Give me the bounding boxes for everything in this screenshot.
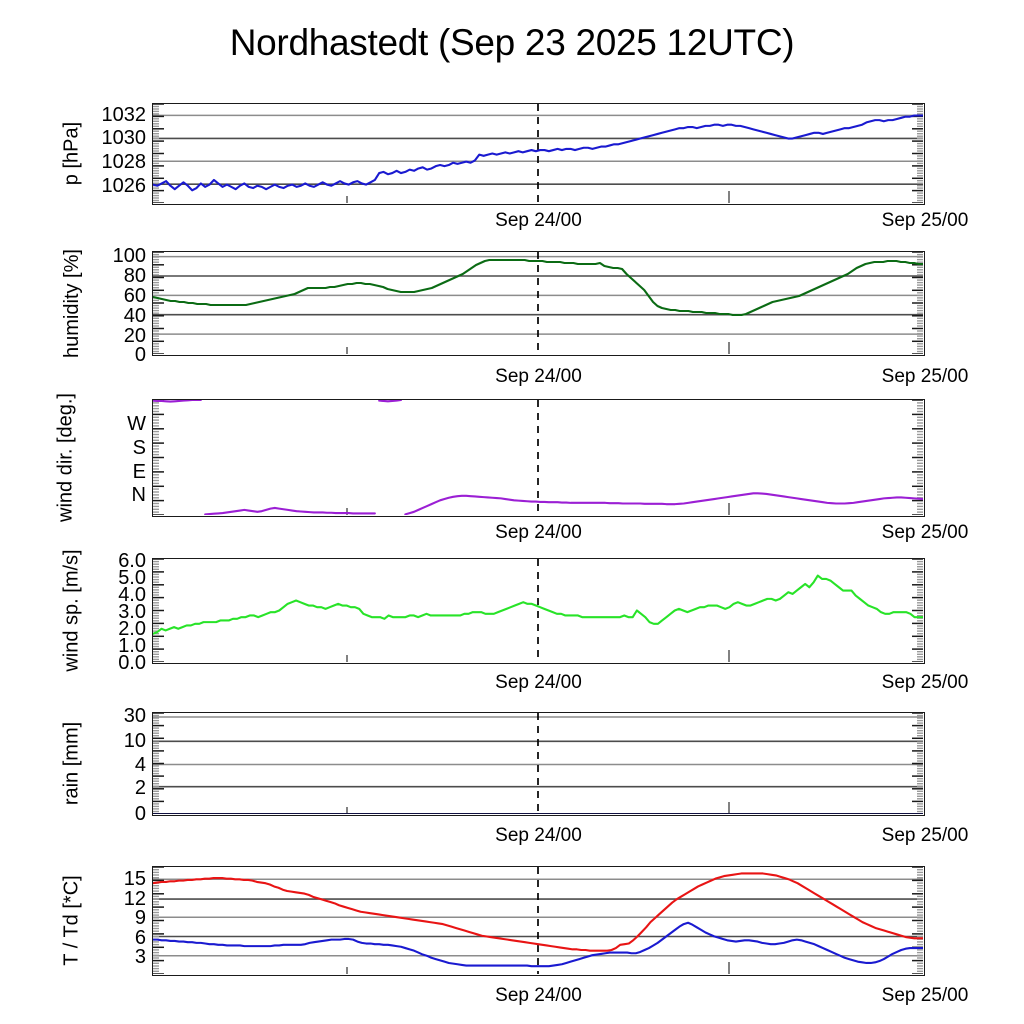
y-ticklabels-rain: 30 10 4 2 0 bbox=[88, 706, 146, 824]
y-axis-label-winddir: wind dir. [deg.] bbox=[54, 393, 77, 522]
y-tick-rain-4: 0 bbox=[134, 803, 146, 826]
y-tick-pressure-0: 1032 bbox=[101, 103, 147, 126]
y-tick-temperature-0: 15 bbox=[123, 867, 146, 890]
y-tick-winddir-3: N bbox=[131, 484, 146, 507]
y-tick-humidity-0: 100 bbox=[112, 244, 146, 267]
plot-area-windspeed bbox=[152, 558, 925, 664]
y-tick-pressure-1: 1030 bbox=[101, 127, 147, 150]
y-tick-windspeed-6: 0.0 bbox=[118, 651, 146, 674]
y-tick-humidity-2: 60 bbox=[123, 284, 146, 307]
y-axis-label-rain: rain [mm] bbox=[60, 721, 83, 806]
series-temperature-Td bbox=[153, 921, 923, 968]
x-tick-rain-1: Sep 25/00 bbox=[881, 825, 969, 846]
y-ticklabels-windspeed: 6.0 5.0 4.0 3.0 2.0 1.0 0.0 bbox=[88, 551, 146, 673]
series-winddir-0 bbox=[404, 492, 923, 515]
y-tick-winddir-0: W bbox=[127, 413, 146, 436]
y-tick-rain-0: 30 bbox=[123, 705, 146, 728]
page-title: Nordhastedt (Sep 23 2025 12UTC) bbox=[229, 22, 795, 63]
series-winddir-0 bbox=[153, 400, 202, 403]
y-axis-label-humidity: humidity [%] bbox=[60, 248, 83, 358]
x-tick-winddir-0: Sep 24/00 bbox=[495, 522, 582, 543]
y-tick-rain-3: 2 bbox=[134, 776, 146, 799]
y-ticklabels-pressure: 1032 1030 1028 1026 bbox=[88, 103, 147, 205]
y-tick-temperature-1: 12 bbox=[123, 888, 146, 910]
series-winddir-0 bbox=[378, 400, 403, 403]
y-tick-windspeed-2: 4.0 bbox=[118, 584, 146, 607]
x-tick-windspeed-1: Sep 25/00 bbox=[881, 672, 969, 693]
series-pressure-p bbox=[153, 114, 923, 192]
y-tick-temperature-4: 3 bbox=[134, 946, 146, 969]
y-tick-humidity-4: 20 bbox=[123, 324, 146, 347]
plot-area-pressure bbox=[152, 103, 925, 205]
x-tick-temperature-1: Sep 25/00 bbox=[881, 985, 969, 1006]
y-tick-windspeed-3: 3.0 bbox=[118, 601, 146, 624]
x-tick-pressure-1: Sep 25/00 bbox=[881, 210, 969, 231]
x-tick-winddir-1: Sep 25/00 bbox=[881, 522, 969, 543]
y-tick-windspeed-0: 6.0 bbox=[118, 550, 146, 573]
y-tick-humidity-3: 40 bbox=[123, 304, 146, 327]
y-ticklabels-temperature: 15 12 9 6 3 bbox=[88, 866, 146, 976]
x-tick-windspeed-0: Sep 24/00 bbox=[495, 672, 582, 693]
x-tick-temperature-0: Sep 24/00 bbox=[495, 985, 582, 1006]
y-tick-winddir-1: S bbox=[132, 436, 146, 459]
y-tick-rain-1: 10 bbox=[123, 730, 146, 753]
plot-area-rain bbox=[152, 712, 925, 816]
y-tick-humidity-5: 0 bbox=[134, 344, 146, 367]
y-axis-label-temperature: T / Td [*C] bbox=[60, 875, 83, 966]
y-tick-windspeed-1: 5.0 bbox=[118, 567, 146, 590]
x-tick-rain-0: Sep 24/00 bbox=[495, 825, 582, 846]
series-humidity-RH bbox=[153, 258, 923, 317]
y-tick-temperature-2: 9 bbox=[134, 906, 146, 929]
plot-area-temperature bbox=[152, 866, 925, 976]
y-tick-windspeed-5: 1.0 bbox=[118, 634, 146, 657]
y-tick-humidity-1: 80 bbox=[123, 264, 146, 287]
y-axis-label-pressure: p [hPa] bbox=[60, 121, 83, 186]
series-windspeed-ff bbox=[153, 574, 923, 635]
x-tick-pressure-0: Sep 24/00 bbox=[495, 210, 582, 231]
y-axis-label-windspeed: wind sp. [m/s] bbox=[60, 549, 83, 672]
y-tick-winddir-2: E bbox=[132, 460, 146, 483]
plot-area-winddir bbox=[152, 399, 925, 517]
y-tick-pressure-2: 1028 bbox=[101, 150, 147, 173]
plot-area-humidity bbox=[152, 251, 925, 356]
series-temperature-T bbox=[153, 872, 923, 952]
x-tick-humidity-1: Sep 25/00 bbox=[881, 366, 969, 387]
y-tick-windspeed-4: 2.0 bbox=[118, 618, 146, 641]
y-ticklabels-humidity: 100 80 60 40 20 0 bbox=[88, 246, 146, 366]
y-tick-pressure-3: 1026 bbox=[101, 174, 147, 197]
x-tick-humidity-0: Sep 24/00 bbox=[495, 366, 582, 387]
y-tick-temperature-3: 6 bbox=[134, 926, 146, 949]
y-tick-rain-2: 4 bbox=[134, 754, 146, 777]
series-winddir-0 bbox=[204, 506, 376, 515]
